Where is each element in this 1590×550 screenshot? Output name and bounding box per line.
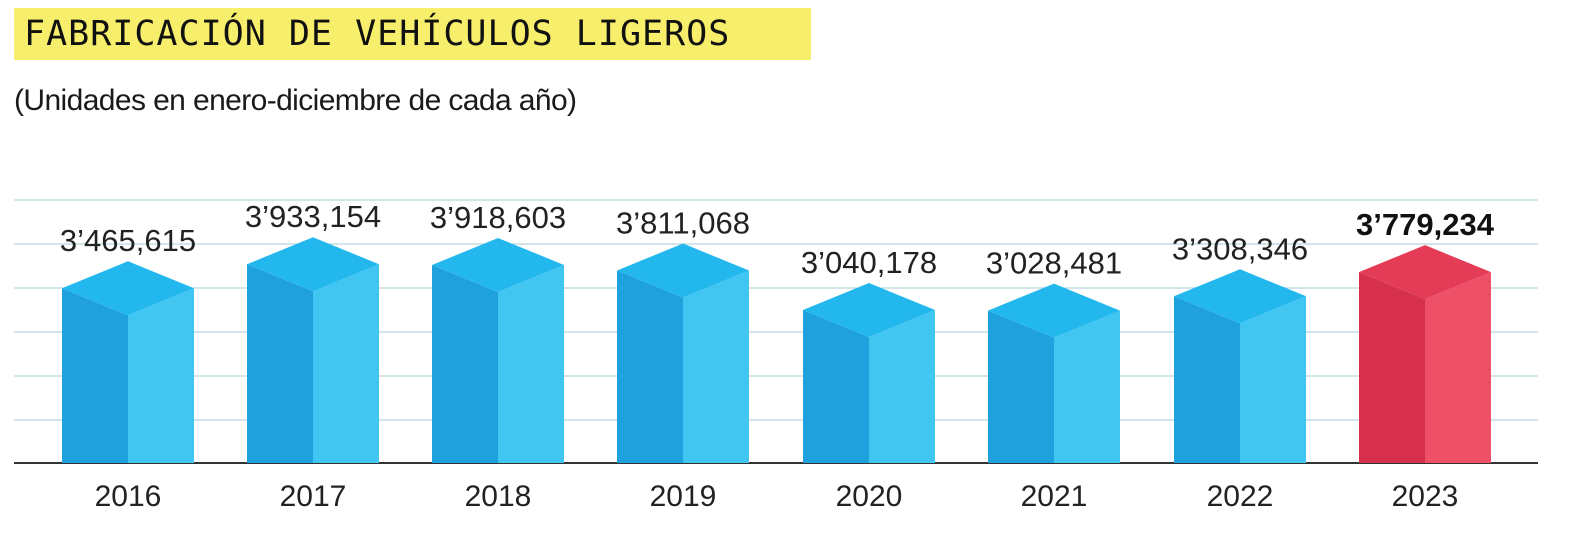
bar-side-face <box>128 288 194 463</box>
bar-side-face <box>683 270 749 463</box>
bar-front-face <box>1174 296 1240 463</box>
bar-value-label: 3’465,615 <box>60 223 196 258</box>
bar-side-face <box>1425 272 1491 463</box>
bar-value-label: 3’040,178 <box>801 245 937 280</box>
bar-top-face <box>62 261 194 316</box>
bar-front-face <box>1359 272 1425 463</box>
bar-value-label: 3’028,481 <box>986 246 1122 281</box>
bar-top-face <box>617 243 749 298</box>
bar-side-face <box>313 264 379 463</box>
bar-side-face <box>498 264 564 463</box>
bar-value-label: 3’779,234 <box>1356 207 1495 242</box>
x-tick-label: 2020 <box>836 480 903 513</box>
bar-value-label: 3’933,154 <box>245 199 381 234</box>
bar-value-label: 3’811,068 <box>616 205 750 240</box>
bar-side-face <box>869 310 935 463</box>
x-tick-label: 2019 <box>650 480 717 513</box>
bar-side-face <box>1054 310 1120 463</box>
x-tick-label: 2016 <box>95 480 162 513</box>
x-tick-label: 2017 <box>280 480 347 513</box>
x-tick-label: 2021 <box>1021 480 1088 513</box>
bar-front-face <box>247 264 313 463</box>
bar-front-face <box>432 264 498 463</box>
bar-front-face <box>62 288 128 463</box>
bar-value-label: 3’308,346 <box>1172 231 1308 266</box>
bar-value-label: 3’918,603 <box>430 200 566 235</box>
bar-top-face <box>432 237 564 292</box>
bar-top-face <box>988 283 1120 338</box>
chart-title: FABRICACIÓN DE VEHÍCULOS LIGEROS <box>24 14 731 54</box>
bar-top-face <box>1359 245 1491 300</box>
bar-top-face <box>803 283 935 338</box>
bar-top-face <box>1174 269 1306 324</box>
title-background <box>14 8 811 60</box>
chart-subtitle: (Unidades en enero-diciembre de cada año… <box>14 84 577 117</box>
bar-top-face <box>247 237 379 292</box>
x-tick-label: 2023 <box>1392 480 1459 513</box>
bar-front-face <box>988 310 1054 463</box>
x-tick-label: 2018 <box>465 480 532 513</box>
bar-front-face <box>803 310 869 463</box>
x-tick-label: 2022 <box>1207 480 1274 513</box>
bar-side-face <box>1240 296 1306 463</box>
bar-front-face <box>617 270 683 463</box>
